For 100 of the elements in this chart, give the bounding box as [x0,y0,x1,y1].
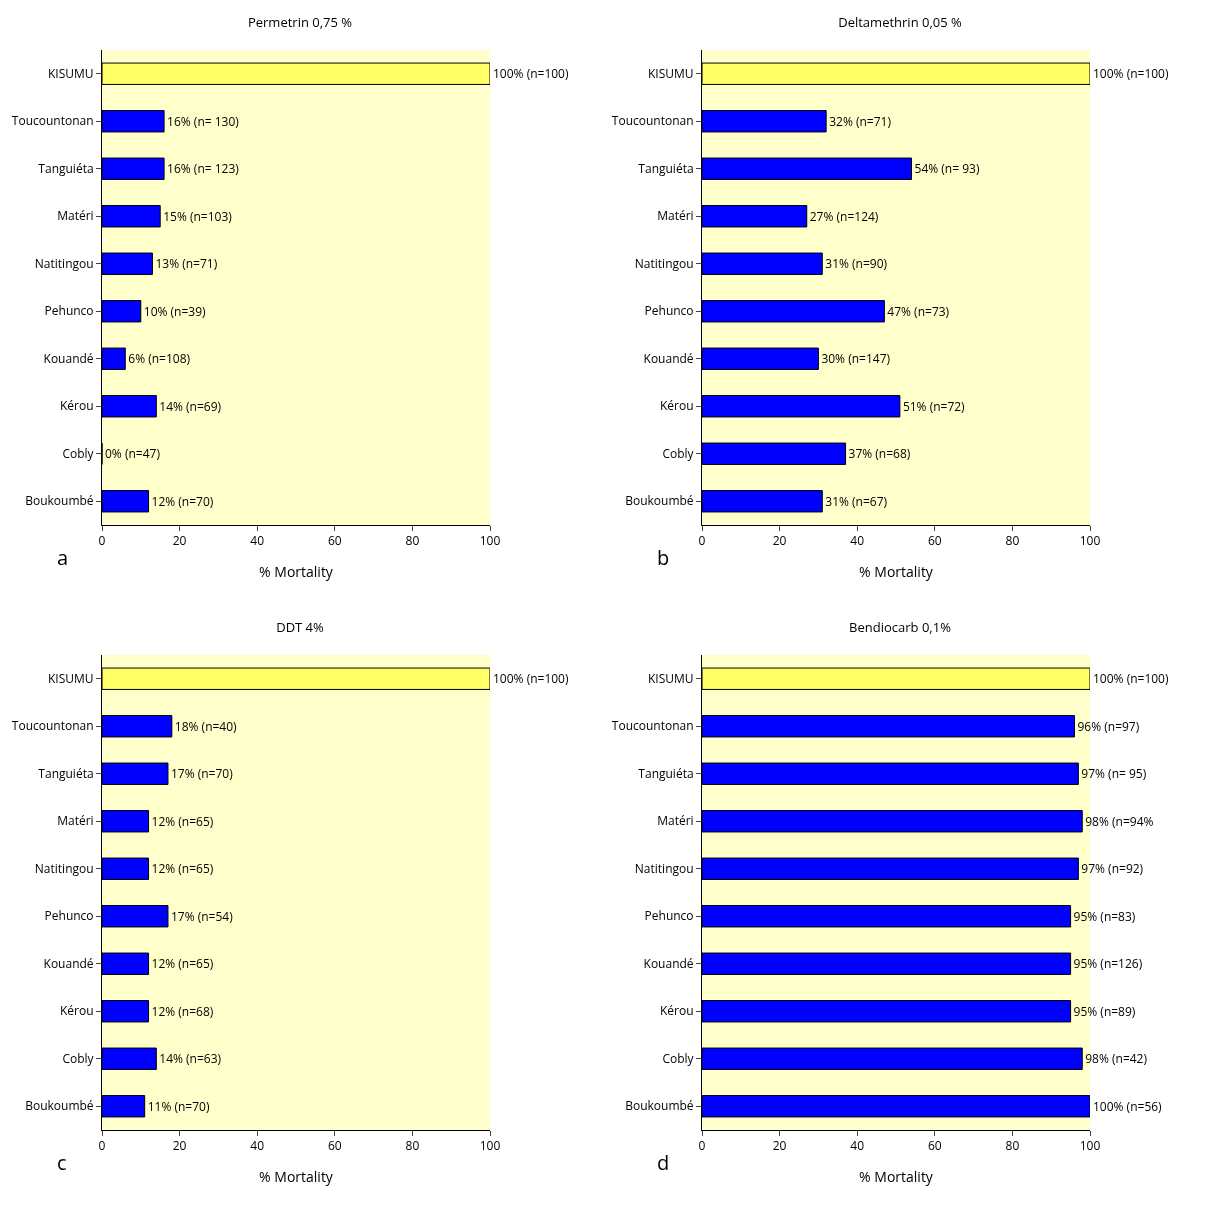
data-label: 54% (n= 93) [914,160,980,178]
y-tick-label: KISUMU [48,669,94,687]
y-tick-label: KISUMU [648,669,694,687]
x-tick-label: 100 [479,532,501,550]
y-tick-label: Kouandé [643,349,694,367]
x-tick-label: 20 [172,532,187,550]
data-label: 31% (n=67) [825,492,888,510]
x-tick-label: 40 [250,1137,265,1155]
x-tick-label: 80 [1005,532,1020,550]
y-tick-label: Cobly [62,1049,95,1067]
data-label: 18% (n=40) [174,717,238,735]
text: d [657,1149,670,1176]
y-tick-label: Natitingou [634,859,694,877]
data-label: 97% (n=92) [1081,860,1144,878]
data-label: 95% (n=126) [1073,955,1143,973]
y-tick-label: Pehunco [44,302,94,320]
x-tick-label: 60 [327,532,342,550]
data-label: 37% (n=68) [848,445,911,463]
y-tick-label: Kérou [660,1002,694,1020]
chart-title: Permetrin 0,75 % [247,13,353,32]
data-label: 96% (n=97) [1077,717,1140,735]
x-tick-label: 80 [1005,1137,1020,1155]
y-tick-label: Boukoumbé [625,492,694,510]
y-tick-label: Toucountonan [611,717,694,735]
y-tick-label: Cobly [62,444,95,462]
text: b [657,544,670,571]
data-label: 17% (n=54) [170,907,234,925]
x-tick-label: 60 [327,1137,342,1155]
x-tick-label: 80 [405,1137,420,1155]
y-tick-label: Toucountonan [11,112,94,130]
x-tick-label: 0 [98,532,106,550]
chart-title: DDT 4% [276,618,325,637]
x-tick-label: 40 [250,532,265,550]
x-tick-label: 40 [850,532,865,550]
data-label: 31% (n=90) [825,255,888,273]
data-label: 51% (n=72) [902,397,966,415]
data-label: 97% (n= 95) [1081,765,1147,783]
y-tick-label: Boukoumbé [25,1097,94,1115]
data-label: 12% (n=70) [151,492,214,510]
y-tick-label: Boukoumbé [25,492,94,510]
y-tick-label: Kouandé [643,954,694,972]
x-tick-label: 100 [479,1137,501,1155]
y-tick-label: Toucountonan [11,717,94,735]
x-tick-label: 0 [98,1137,106,1155]
x-tick-label: 0 [698,1137,706,1155]
x-tick-label: 60 [927,1137,942,1155]
y-tick-label: Kérou [660,397,694,415]
x-tick-label: 20 [772,532,787,550]
x-axis-title: % Mortality [859,1167,934,1186]
y-tick-label: Pehunco [644,302,694,320]
data-label: 30% (n=147) [821,350,891,368]
data-label: 13% (n=71) [155,255,218,273]
data-label: 100% (n=100) [493,65,569,83]
x-tick-label: 0 [698,532,706,550]
data-label: 10% (n=39) [143,302,207,320]
x-tick-label: 60 [927,532,942,550]
y-tick-label: Natitingou [34,254,94,272]
data-label: 100% (n=100) [1093,65,1169,83]
y-tick-label: Tanguiéta [638,159,694,177]
y-tick-label: Tanguiéta [38,159,94,177]
data-label: 12% (n=65) [151,860,214,878]
data-label: 100% (n=100) [493,670,569,688]
y-tick-label: Matéri [657,812,694,830]
y-tick-label: Kouandé [43,349,94,367]
y-tick-label: Cobly [662,1049,695,1067]
y-tick-label: Boukoumbé [625,1097,694,1115]
x-tick-label: 100 [1079,1137,1101,1155]
data-label: 32% (n=71) [829,112,892,130]
data-label: 12% (n=65) [151,812,214,830]
data-label: 16% (n= 130) [167,112,240,130]
y-tick-label: Pehunco [644,907,694,925]
y-tick-label: Kouandé [43,954,94,972]
x-tick-label: 80 [405,532,420,550]
data-label: 100% (n=100) [1093,670,1169,688]
x-axis-title: % Mortality [259,562,334,581]
data-label: 6% (n=108) [128,350,191,368]
y-tick-label: Tanguiéta [38,764,94,782]
data-label: 12% (n=68) [151,1002,214,1020]
data-label: 16% (n= 123) [167,160,240,178]
y-tick-label: Matéri [657,207,694,225]
y-tick-label: Kérou [60,1002,94,1020]
y-tick-label: Tanguiéta [638,764,694,782]
data-label: 27% (n=124) [809,207,879,225]
data-label: 98% (n=42) [1085,1050,1148,1068]
data-label: 15% (n=103) [163,207,233,225]
y-tick-label: Matéri [57,812,94,830]
text: a [57,544,69,571]
x-tick-label: 20 [772,1137,787,1155]
data-label: 11% (n=70) [147,1097,210,1115]
x-tick-label: 40 [850,1137,865,1155]
y-tick-label: Kérou [60,397,94,415]
data-label: 100% (n=56) [1093,1097,1163,1115]
data-label: 47% (n=73) [887,302,950,320]
data-label: 95% (n=83) [1073,907,1136,925]
data-label: 0% (n=47) [105,445,161,463]
x-tick-label: 20 [172,1137,187,1155]
y-tick-label: Natitingou [634,254,694,272]
chart-title: Bendiocarb 0,1% [849,618,952,637]
data-label: 14% (n=63) [159,1050,222,1068]
data-label: 98% (n=94% [1085,812,1154,830]
